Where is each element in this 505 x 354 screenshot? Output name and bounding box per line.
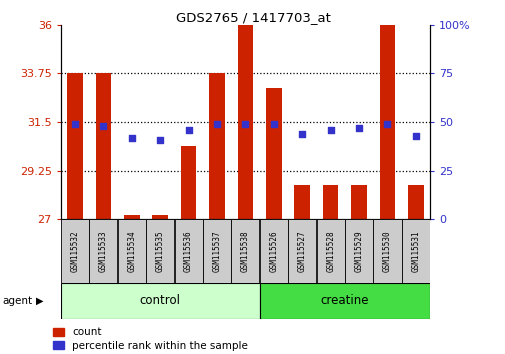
Bar bbox=[350, 185, 366, 219]
Bar bbox=[322, 185, 338, 219]
Bar bbox=[259, 283, 429, 319]
Point bbox=[269, 121, 277, 127]
Bar bbox=[344, 219, 372, 283]
Point bbox=[383, 121, 391, 127]
Text: GSM115538: GSM115538 bbox=[240, 230, 249, 272]
Point bbox=[184, 127, 192, 133]
Bar bbox=[203, 219, 231, 283]
Point bbox=[241, 121, 249, 127]
Point bbox=[297, 131, 306, 137]
Text: GSM115534: GSM115534 bbox=[127, 230, 136, 272]
Bar bbox=[152, 215, 168, 219]
Bar bbox=[379, 25, 394, 219]
Bar bbox=[237, 25, 252, 219]
Bar bbox=[401, 219, 429, 283]
Bar bbox=[174, 219, 202, 283]
Point bbox=[411, 133, 419, 138]
Bar bbox=[209, 74, 224, 219]
Text: GSM115532: GSM115532 bbox=[70, 230, 79, 272]
Text: GSM115528: GSM115528 bbox=[326, 230, 334, 272]
Point bbox=[127, 135, 135, 141]
Bar bbox=[67, 74, 83, 219]
Bar bbox=[288, 219, 316, 283]
Bar bbox=[259, 219, 287, 283]
Point bbox=[355, 125, 363, 131]
Text: GSM115536: GSM115536 bbox=[184, 230, 193, 272]
Bar bbox=[294, 185, 310, 219]
Point bbox=[326, 127, 334, 133]
Text: GSM115530: GSM115530 bbox=[382, 230, 391, 272]
Bar bbox=[89, 219, 117, 283]
Point bbox=[156, 137, 164, 142]
Bar bbox=[266, 87, 281, 219]
Text: GSM115535: GSM115535 bbox=[156, 230, 164, 272]
Point bbox=[71, 121, 79, 127]
Text: creatine: creatine bbox=[320, 295, 368, 307]
Bar bbox=[61, 283, 259, 319]
Bar bbox=[373, 219, 401, 283]
Bar bbox=[407, 185, 423, 219]
Text: ▶: ▶ bbox=[36, 296, 44, 306]
Point bbox=[213, 121, 221, 127]
Bar bbox=[124, 215, 139, 219]
Text: GSM115537: GSM115537 bbox=[212, 230, 221, 272]
Bar bbox=[61, 219, 89, 283]
Bar bbox=[118, 219, 145, 283]
Text: GDS2765 / 1417703_at: GDS2765 / 1417703_at bbox=[175, 11, 330, 24]
Text: GSM115533: GSM115533 bbox=[98, 230, 108, 272]
Text: control: control bbox=[139, 295, 180, 307]
Bar bbox=[231, 219, 259, 283]
Legend: count, percentile rank within the sample: count, percentile rank within the sample bbox=[53, 327, 247, 350]
Bar bbox=[316, 219, 344, 283]
Text: GSM115526: GSM115526 bbox=[269, 230, 278, 272]
Point bbox=[99, 123, 107, 129]
Text: GSM115529: GSM115529 bbox=[354, 230, 363, 272]
Bar bbox=[180, 146, 196, 219]
Text: GSM115527: GSM115527 bbox=[297, 230, 306, 272]
Bar bbox=[95, 74, 111, 219]
Bar bbox=[146, 219, 174, 283]
Text: agent: agent bbox=[3, 296, 33, 306]
Text: GSM115531: GSM115531 bbox=[411, 230, 420, 272]
